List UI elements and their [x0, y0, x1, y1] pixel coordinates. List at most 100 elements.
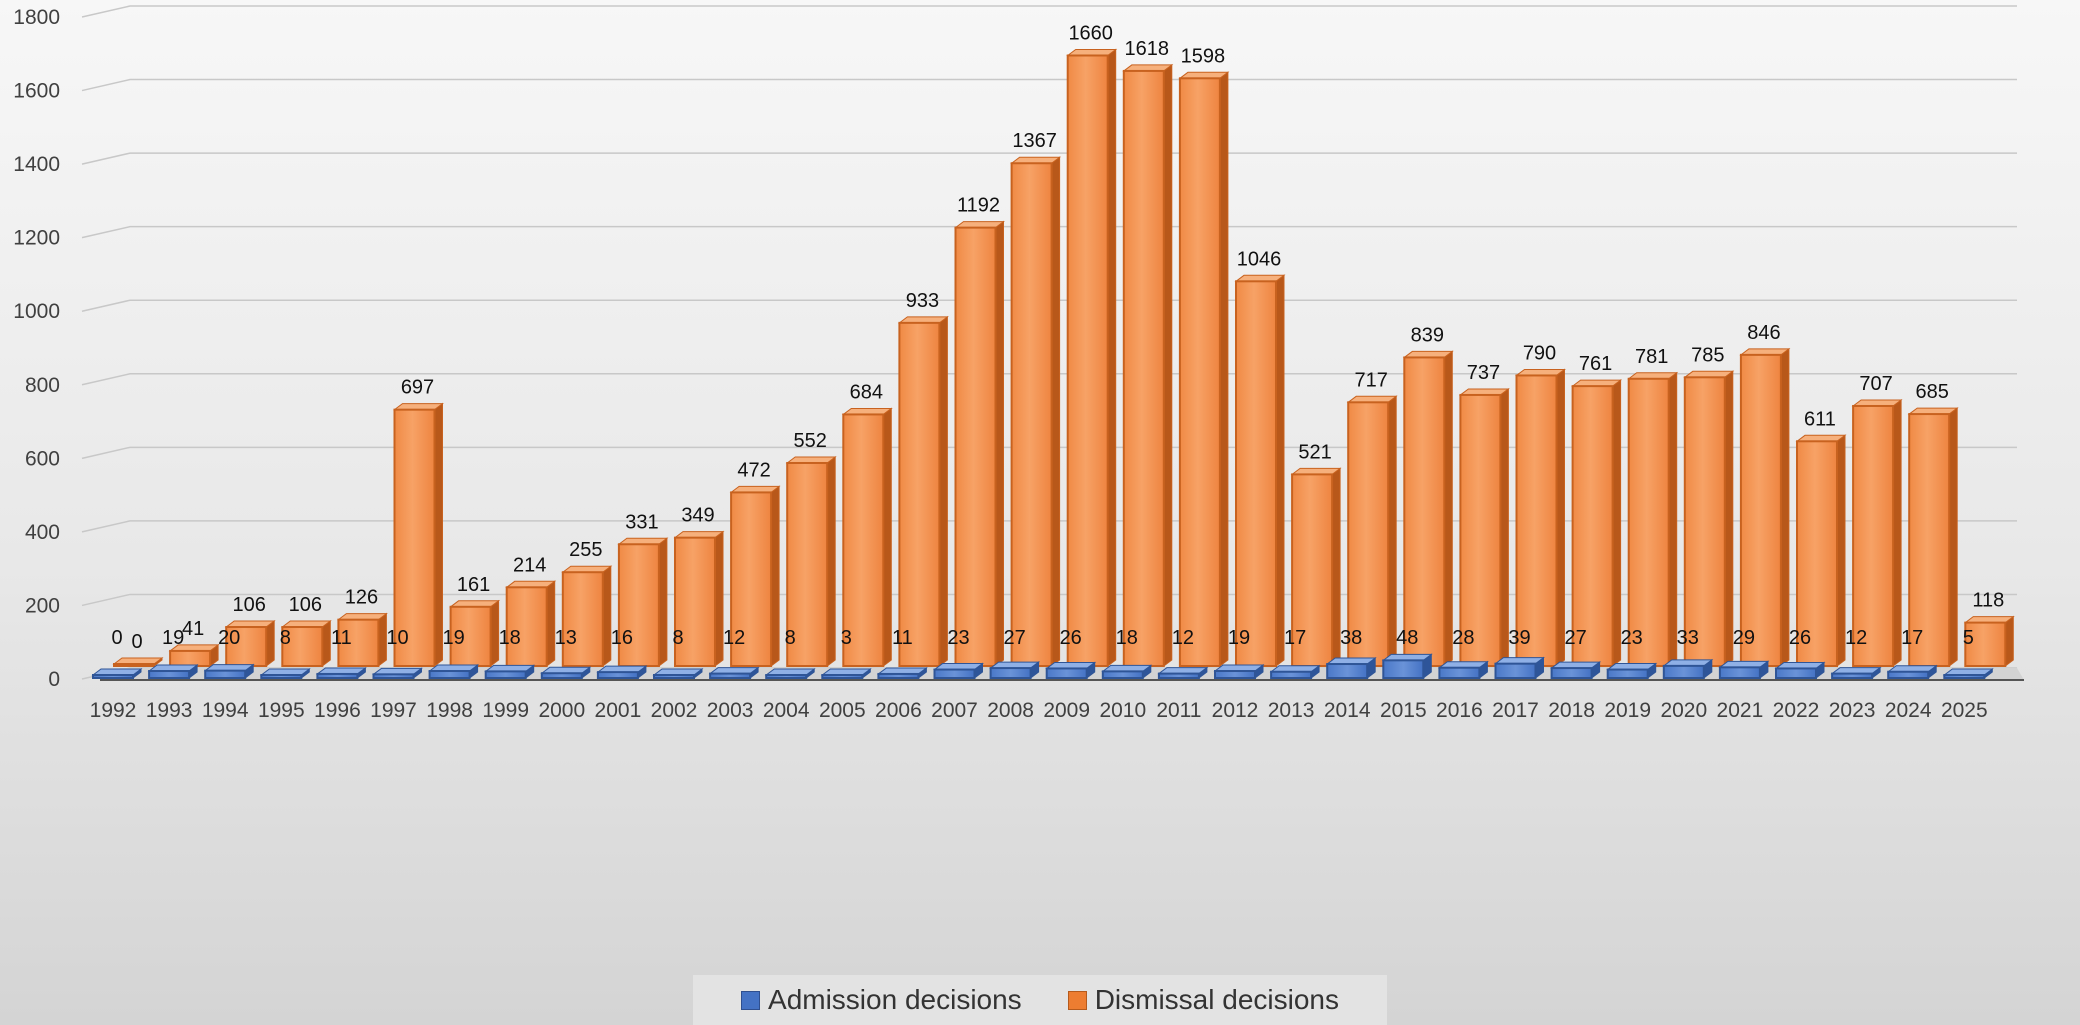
admission-data-label: 23	[1621, 627, 1643, 649]
admission-data-label: 8	[785, 627, 796, 649]
admission-data-label: 27	[1564, 627, 1586, 649]
x-tick-label: 2010	[1099, 699, 1146, 722]
dismissal-bar	[561, 565, 613, 668]
dismissal-data-label: 118	[1972, 590, 2004, 612]
dismissal-data-label: 126	[345, 587, 378, 609]
dismissal-data-label: 790	[1523, 342, 1556, 364]
admission-bar	[1774, 661, 1826, 680]
admission-data-label: 20	[218, 627, 240, 649]
dismissal-bar	[1739, 347, 1791, 667]
legend-swatch-dismissal	[1067, 990, 1087, 1010]
dismissal-data-label: 785	[1691, 344, 1724, 366]
dismissal-data-label: 697	[401, 377, 434, 399]
admission-bar	[203, 663, 255, 680]
admission-data-label: 12	[723, 627, 745, 649]
dismissal-data-label: 214	[513, 554, 546, 576]
dismissal-data-label: 1367	[1012, 130, 1057, 152]
x-tick-label: 2015	[1380, 699, 1427, 722]
admission-data-label: 27	[1003, 627, 1025, 649]
y-tick-label: 1400	[13, 153, 60, 176]
dismissal-data-label: 781	[1635, 346, 1668, 368]
dismissal-bar	[1795, 434, 1847, 667]
dismissal-data-label: 1660	[1068, 22, 1113, 44]
dismissal-data-label: 521	[1298, 441, 1331, 463]
x-tick-label: 1997	[370, 699, 417, 722]
admission-labels: 0 19 20 8 11 10 19 18 13 16 8 12 8 3 11 23 27 26 18 12 19 17 3…	[111, 627, 1973, 649]
admission-bar	[372, 667, 423, 679]
dismissal-labels: 0 41 106 106 126 697 161 214 255 331 349 472 552 684 9…	[131, 22, 2004, 653]
dismissal-bar	[1234, 274, 1286, 667]
x-tick-label: 2017	[1492, 699, 1539, 722]
admission-bar	[1381, 653, 1433, 680]
admission-bar	[876, 666, 928, 680]
admission-data-label: 12	[1172, 627, 1194, 649]
x-tick-label: 2024	[1885, 699, 1932, 722]
dismissal-bars	[112, 48, 2015, 668]
dismissal-bar	[1571, 379, 1623, 667]
admission-data-label: 29	[1733, 627, 1755, 649]
admission-data-label: 8	[280, 627, 291, 649]
dismissal-bar	[1627, 371, 1679, 667]
admission-bar	[933, 662, 984, 680]
legend-swatch-admission	[741, 990, 761, 1010]
admission-bar	[315, 666, 367, 680]
admission-data-label: 8	[672, 627, 683, 649]
x-tick-label: 2005	[819, 699, 866, 722]
admission-data-label: 0	[111, 627, 122, 649]
gridline	[81, 373, 2017, 386]
dismissal-bar	[1290, 467, 1342, 668]
admission-data-label: 23	[947, 627, 969, 649]
admission-data-label: 18	[499, 627, 521, 649]
x-tick-label: 1999	[482, 699, 529, 722]
x-tick-label: 1998	[426, 699, 473, 722]
admission-bar	[596, 665, 648, 679]
dismissal-data-label: 685	[1916, 381, 1949, 403]
admission-bar	[1942, 668, 1994, 679]
admission-bar	[428, 664, 480, 679]
gridline	[81, 225, 2017, 239]
dismissal-bar	[505, 580, 557, 667]
admission-bar	[708, 666, 760, 680]
dismissal-bar	[841, 407, 893, 667]
x-tick-label: 2008	[987, 699, 1034, 722]
dismissal-data-label: 761	[1579, 353, 1612, 375]
admission-data-label: 33	[1677, 627, 1699, 649]
dismissal-bar	[1346, 395, 1398, 667]
x-tick-label: 2020	[1660, 699, 1707, 722]
dismissal-data-label: 717	[1355, 369, 1388, 391]
dismissal-data-label: 707	[1859, 373, 1892, 395]
dismissal-bar	[617, 537, 669, 668]
dismissal-data-label: 552	[794, 430, 827, 452]
admission-bar	[1606, 662, 1658, 680]
x-tick-label: 2025	[1941, 699, 1988, 722]
dismissal-data-label: 846	[1747, 322, 1780, 344]
dismissal-data-label: 933	[906, 290, 939, 312]
admission-bar	[1437, 660, 1489, 679]
admission-data-label: 17	[1284, 627, 1306, 649]
gridline	[81, 299, 2017, 312]
x-tick-label: 1994	[202, 699, 249, 722]
x-tick-label: 2012	[1212, 699, 1259, 722]
x-tick-label: 2006	[875, 699, 922, 722]
admission-data-label: 19	[442, 627, 464, 649]
admission-data-label: 28	[1452, 627, 1474, 649]
x-tick-label: 1993	[146, 699, 193, 722]
admission-data-label: 3	[841, 627, 852, 649]
x-tick-label: 2014	[1324, 699, 1371, 722]
x-tick-label: 2023	[1829, 699, 1876, 722]
x-tick-label: 1996	[314, 699, 361, 722]
dismissal-bar	[1851, 398, 1903, 667]
x-tick-label: 2007	[931, 699, 978, 722]
admission-data-label: 11	[892, 627, 913, 649]
x-tick-label: 2011	[1156, 699, 1201, 722]
dismissal-data-label: 839	[1411, 324, 1444, 346]
admission-bar	[1662, 658, 1714, 680]
x-tick-label: 2000	[538, 699, 585, 722]
dismissal-data-label: 611	[1804, 408, 1836, 430]
admission-bar	[1325, 657, 1377, 679]
dismissal-data-label: 106	[233, 594, 266, 616]
dismissal-data-label: 684	[850, 381, 883, 403]
x-tick-label: 2022	[1773, 699, 1820, 722]
admission-data-label: 17	[1901, 627, 1923, 649]
dismissal-data-label: 0	[131, 631, 142, 653]
